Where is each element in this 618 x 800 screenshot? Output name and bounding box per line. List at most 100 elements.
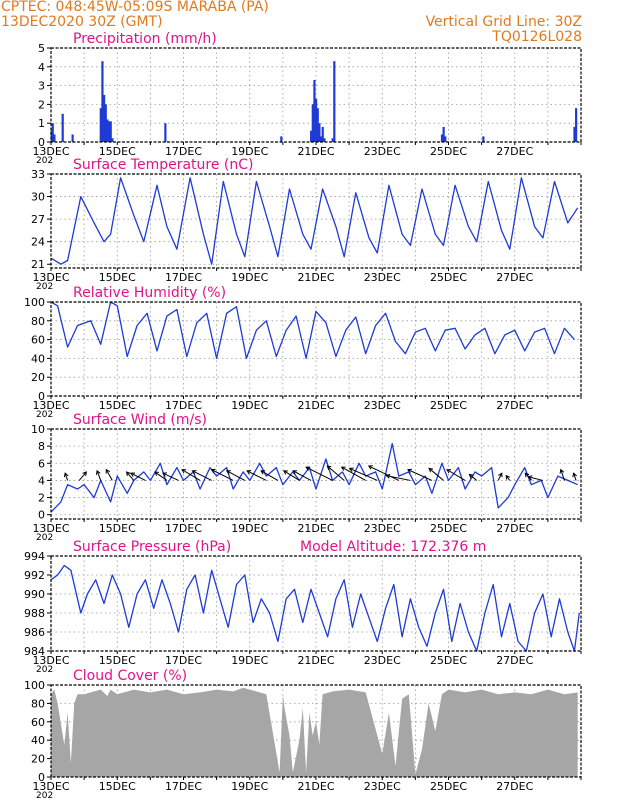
- x-tick-label: 23DEC: [364, 522, 401, 535]
- wind-vector-head: [468, 473, 474, 479]
- wind-vector-head: [340, 466, 346, 471]
- precip-bar: [442, 126, 445, 142]
- precip-bar: [104, 104, 107, 142]
- y-tick-label: 24: [31, 236, 45, 249]
- wind-vector-head: [191, 470, 197, 475]
- wind-vector: [469, 474, 477, 481]
- y-tick-label: 40: [31, 352, 45, 365]
- y-tick-label: 60: [31, 716, 45, 729]
- y-tick-label: 20: [31, 371, 45, 384]
- x-tick-label: 15DEC: [99, 522, 136, 535]
- precip-bar: [53, 134, 56, 142]
- precip-bar: [323, 138, 326, 142]
- y-tick-label: 20: [31, 753, 45, 766]
- x-tick-label: 25DEC: [430, 522, 467, 535]
- x-tick-label: 21DEC: [297, 654, 334, 667]
- wind-vector: [528, 476, 544, 481]
- wind-vector: [428, 468, 444, 481]
- x-tick-label: 13DEC: [32, 522, 69, 535]
- x-tick-label: 19DEC: [231, 654, 268, 667]
- y-tick-label: 100: [24, 679, 45, 692]
- x-tick-label: 21DEC: [297, 780, 334, 793]
- y-tick-label: 4: [38, 474, 45, 487]
- wind-vector-head: [292, 470, 298, 475]
- x-tick-label: 13DEC: [32, 654, 69, 667]
- wind-vector-head: [428, 467, 434, 473]
- precip-bar: [333, 61, 336, 142]
- x-tick-label: 27DEC: [496, 271, 533, 284]
- y-tick-label: 100: [24, 296, 45, 309]
- x-year-label: 202: [36, 156, 53, 166]
- panel-4: 0 2 4 6 8 10 13DEC 15DEC 17DEC 19DEC 21DEC 23DEC 25D…: [31, 412, 582, 543]
- precip-bar: [331, 138, 334, 142]
- wind-vector-head: [105, 468, 110, 474]
- y-tick-label: 0: [38, 509, 45, 522]
- wind-vector: [78, 471, 87, 481]
- x-year-label: 202: [36, 410, 53, 420]
- precip-bar: [315, 98, 318, 142]
- x-tick-label: 25DEC: [430, 654, 467, 667]
- panel-title: Relative Humidity (%): [73, 285, 226, 301]
- x-year-label: 202: [36, 791, 53, 800]
- wind-vector-head: [225, 470, 231, 475]
- precip-bar: [573, 126, 576, 142]
- x-tick-label: 21DEC: [297, 145, 334, 158]
- x-tick-label: 13DEC: [32, 399, 69, 412]
- wind-vector: [407, 469, 433, 481]
- x-tick-label: 19DEC: [231, 399, 268, 412]
- wind-vector-head: [524, 472, 530, 478]
- wind-vector: [246, 470, 267, 481]
- y-tick-label: 1: [38, 117, 45, 130]
- wind-vector-head: [572, 472, 577, 478]
- panel-3: 0 20 40 60 80 100 13DEC 15DEC 17DEC 19DEC 21DEC 23D…: [24, 285, 582, 420]
- wind-vector-head: [95, 469, 101, 475]
- wind-vector: [226, 470, 246, 481]
- wind-vector: [386, 475, 411, 481]
- x-tick-label: 13DEC: [32, 780, 69, 793]
- precip-bar: [482, 136, 485, 142]
- precip-bar: [313, 79, 316, 142]
- wind-vector-head: [125, 471, 131, 477]
- wind-vector-head: [63, 472, 69, 478]
- panel-title: Surface Pressure (hPa): [73, 539, 231, 555]
- wind-vector-head: [326, 465, 332, 470]
- wind-vector: [105, 469, 113, 481]
- x-tick-label: 21DEC: [297, 399, 334, 412]
- y-tick-label: 5: [38, 42, 45, 55]
- panel-1: 0 1 2 3 4 5 13DEC 15DEC 17DEC 19DEC 21DEC 23DEC 25DE…: [32, 31, 582, 166]
- x-tick-label: 27DEC: [496, 145, 533, 158]
- wind-vector-head: [385, 473, 391, 479]
- precip-bar: [109, 121, 112, 142]
- wind-vector: [260, 470, 279, 481]
- y-tick-label: 33: [31, 168, 45, 181]
- panel-5: 984 986 988 990 992 994 13DEC 15DEC 17DEC 19DEC 21…: [24, 539, 582, 675]
- y-tick-label: 8: [38, 440, 45, 453]
- y-tick-label: 0: [38, 136, 45, 149]
- x-tick-label: 15DEC: [99, 271, 136, 284]
- precip-bar: [103, 95, 106, 142]
- wind-vector-head: [498, 472, 503, 478]
- series-line: [50, 301, 575, 360]
- panel-title: Precipitation (mm/h): [73, 31, 217, 47]
- x-tick-label: 25DEC: [430, 780, 467, 793]
- y-tick-label: 2: [38, 98, 45, 111]
- y-tick-label: 986: [24, 626, 45, 639]
- wind-vector-head: [348, 467, 354, 472]
- panel-6: 0 20 40 60 80 100 13DEC 15DEC 17DEC 19DEC 21DEC 23D…: [24, 668, 582, 800]
- x-tick-label: 23DEC: [364, 271, 401, 284]
- model-code-label: TQ0126L028: [492, 29, 582, 45]
- wind-vector: [497, 473, 503, 481]
- precip-bar: [51, 123, 54, 142]
- wind-vector-head: [282, 470, 288, 475]
- y-tick-label: 3: [38, 80, 45, 93]
- y-tick-label: 0: [38, 390, 45, 403]
- model-altitude-label: Model Altitude: 172.376 m: [300, 539, 486, 555]
- y-tick-label: 80: [31, 697, 45, 710]
- precip-bar: [101, 61, 104, 142]
- panel-title: Surface Wind (m/s): [73, 412, 207, 428]
- precip-bar: [310, 130, 313, 142]
- wind-vector-head: [505, 474, 511, 480]
- precip-bar: [280, 136, 283, 142]
- wind-vector-head: [181, 469, 187, 474]
- station-label: CPTEC: 048:45W-05:09S MARABA (PA): [1, 0, 269, 15]
